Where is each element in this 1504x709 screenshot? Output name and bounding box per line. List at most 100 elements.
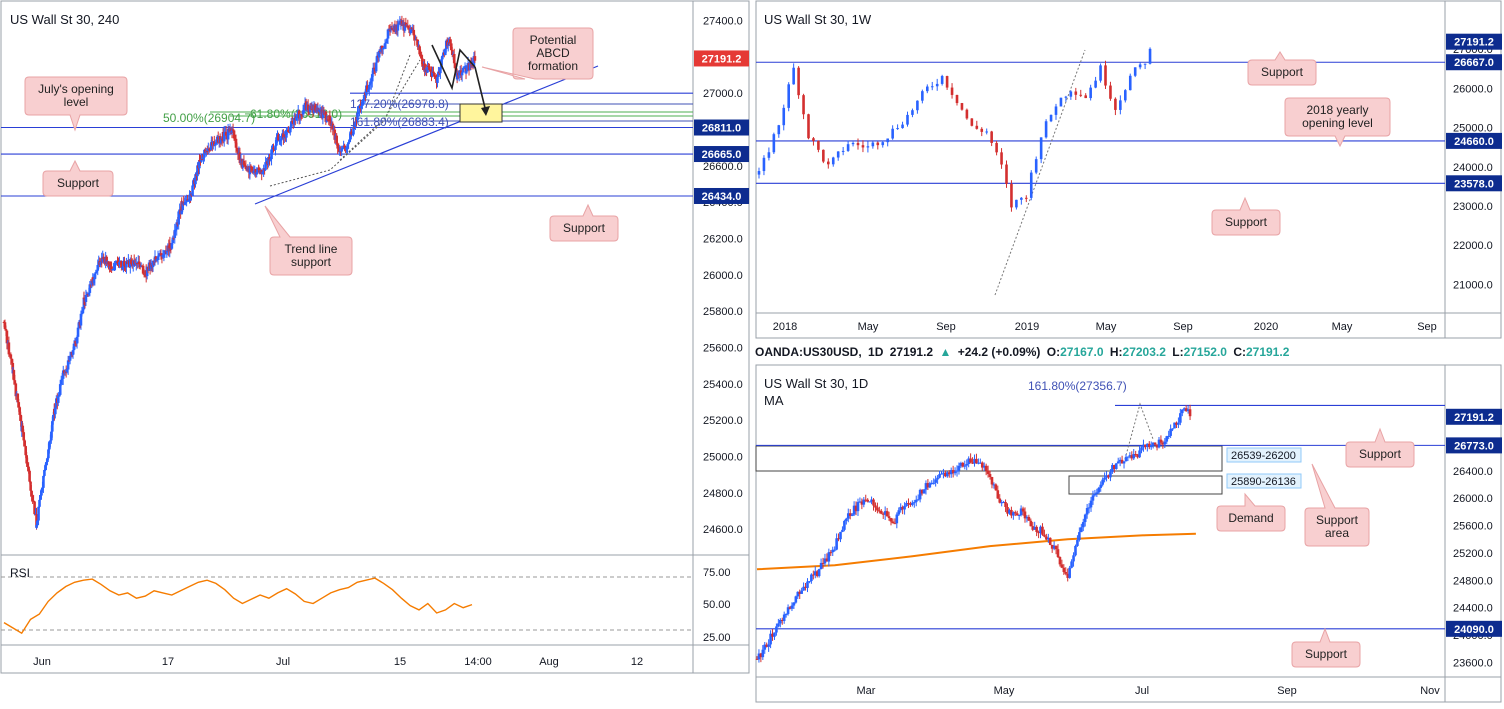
d-candle — [1186, 405, 1190, 414]
w-candle — [757, 167, 761, 179]
d-candle — [918, 488, 922, 503]
h4-candle — [287, 126, 290, 133]
d-candle-body — [878, 510, 881, 512]
w-candle-body — [1044, 121, 1048, 138]
d-candle-body — [1175, 422, 1178, 425]
d-candle-body — [1006, 506, 1009, 514]
d-candle-body — [1058, 557, 1062, 565]
daily-ma-label: MA — [764, 393, 784, 408]
d-candle — [878, 506, 881, 514]
h4-candle — [161, 249, 165, 259]
d-candle — [1041, 523, 1044, 536]
d-candle — [1085, 503, 1089, 519]
h4-y-tick-0: 27400.0 — [703, 16, 743, 28]
h4-candle — [75, 335, 79, 349]
h4-candle — [200, 154, 203, 163]
h4-candle-body — [326, 119, 330, 121]
h4-candle-body — [362, 99, 365, 105]
w-candle-body — [1114, 98, 1117, 110]
d-candle-body — [1142, 444, 1145, 448]
h4-candle-body — [154, 256, 158, 261]
d-candle — [901, 505, 904, 515]
high-value: 27203.2 — [1122, 345, 1166, 359]
h4-candle-body — [202, 157, 205, 160]
d-candle-body — [1017, 515, 1021, 517]
d-candle — [1031, 521, 1035, 532]
daily-chart-panel[interactable]: US Wall St 30, 1D MA 26539-26200 25890-2… — [755, 364, 1504, 704]
w-candle — [970, 118, 974, 127]
h4-candle — [418, 44, 421, 57]
d-candle — [975, 453, 978, 464]
close-label: C: — [1233, 345, 1246, 359]
h4-x-tick-1: 17 — [162, 656, 174, 668]
h4-chart-panel[interactable]: US Wall St 30, 240 50.00%(26904.7) 61.80… — [0, 0, 752, 704]
daily-frame — [755, 364, 1502, 703]
h4-candle-body — [177, 211, 180, 225]
d-candle — [1093, 489, 1097, 497]
d-candle — [827, 548, 831, 567]
h4-candle — [40, 487, 43, 500]
trend-line-support — [254, 65, 599, 205]
h4-candle — [183, 197, 186, 206]
w-candle-body — [1143, 63, 1147, 65]
daily-dotted-projection — [1124, 402, 1154, 460]
h4-candle-body — [22, 432, 26, 441]
h4-candle-body — [336, 143, 339, 149]
d-candle — [815, 570, 819, 578]
d-candle-body — [827, 552, 831, 562]
h4-x-axis: Jun 17 Jul 15 14:00 Aug 12 — [33, 656, 643, 668]
d-candle — [1095, 488, 1099, 497]
d-candle — [1078, 527, 1081, 542]
h4-candle-body — [109, 261, 112, 267]
w-candle-body — [1029, 172, 1033, 198]
d-candle-body — [1157, 439, 1161, 448]
h4-candle-body — [43, 469, 46, 476]
d-candle — [971, 457, 974, 464]
d-candle-body — [998, 498, 1002, 503]
w-y-tick-1: 26000.0 — [1453, 83, 1493, 95]
w-candle-body — [787, 84, 790, 108]
d-candle — [980, 461, 984, 471]
w-candle — [980, 127, 984, 137]
w-candle — [995, 140, 998, 156]
h4-candle-body — [406, 25, 410, 28]
d-candle-body — [1004, 502, 1007, 507]
w-candle-body — [1005, 164, 1008, 184]
w-candle-body — [772, 134, 776, 153]
d-candle-body — [1023, 511, 1027, 519]
h4-candle-body — [171, 237, 175, 244]
h4-candle-body — [418, 46, 421, 55]
h4-candle-body — [302, 107, 306, 111]
d-candle — [930, 480, 934, 485]
symbol-label: OANDA:US30USD, — [755, 345, 862, 359]
h4-candle-body — [243, 164, 247, 166]
w-candle — [817, 140, 820, 153]
h4-dotted-projection-2 — [339, 59, 421, 161]
h4-price-tag-2: 26665.0 — [694, 146, 749, 163]
d-candle-body — [848, 513, 852, 516]
w-candle — [861, 140, 865, 153]
d-candle-body — [1012, 512, 1015, 516]
h4-candle-body — [29, 484, 32, 491]
weekly-chart-panel[interactable]: US Wall St 30, 1W 27000.0 26000.0 25000.0 2… — [755, 0, 1504, 340]
d-candle — [848, 509, 852, 520]
h4-candle-body — [145, 266, 149, 277]
w-candle-body — [1054, 106, 1058, 115]
h4-candle-body — [189, 193, 192, 201]
d-candle — [1006, 503, 1009, 517]
w-candle-body — [891, 128, 894, 139]
w-candle-body — [1109, 85, 1112, 99]
d-candle-body — [808, 581, 811, 583]
w-candle-body — [1104, 65, 1107, 86]
demand-label-box — [1226, 473, 1302, 489]
d-candle — [866, 498, 869, 503]
callout-july-open-bubble — [24, 76, 128, 132]
d-candle — [922, 488, 926, 494]
d-candle-body — [1130, 455, 1134, 459]
h4-candle — [460, 71, 464, 82]
d-candle-body — [887, 516, 891, 519]
h4-candle-body — [173, 229, 177, 238]
d-candle — [959, 461, 963, 468]
w-candle — [762, 155, 766, 176]
